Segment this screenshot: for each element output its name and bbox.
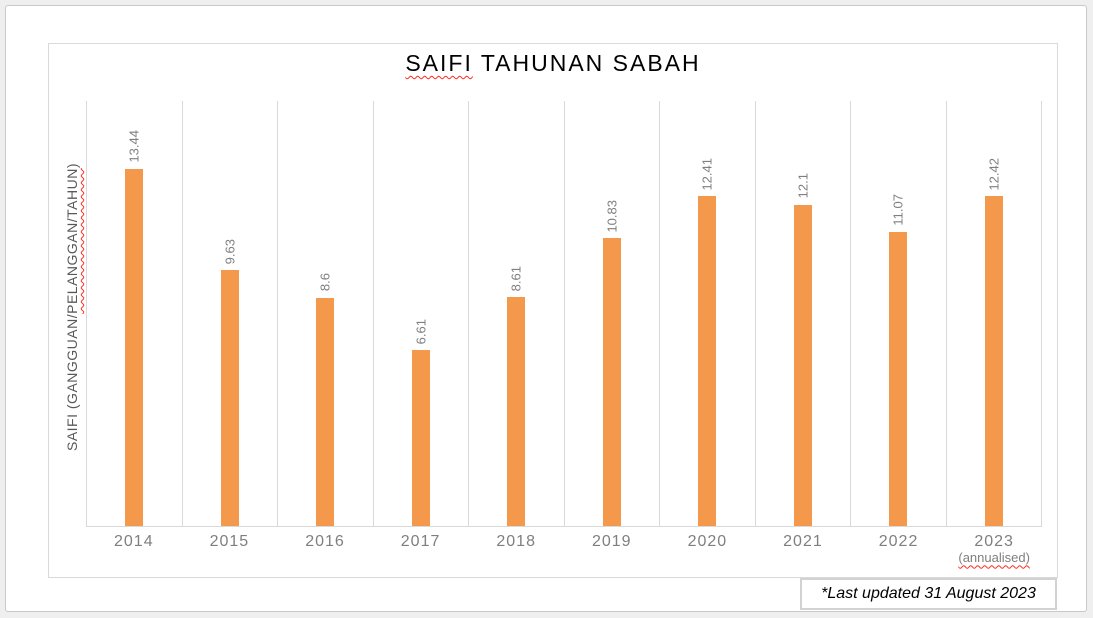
last-updated-note-text: *Last updated 31 August 2023 [821,585,1036,602]
bar-2016[interactable] [316,297,335,526]
x-axis-year-text: 2015 [209,533,250,550]
x-axis-year-text: 2021 [783,533,823,550]
bar-2019[interactable] [602,238,621,526]
x-axis-sublabel-annualised: (annualised) [958,550,1030,566]
bar-value-label-2014: 13.44 [126,130,142,163]
bar-2021[interactable] [793,204,812,526]
category-column-2014: 13.44 [86,101,182,526]
bar-value-label-2023: 12.42 [986,157,1002,191]
x-axis-label-2023: 2023 (annualised) [946,533,1042,566]
plot-area: 13.44 9.63 8.6 6.61 8.61 10.83 12.41 12.1 11.07 1… [86,101,1042,527]
bar-value-label-2020: 12.41 [699,157,715,191]
y-axis-title: SAIFI (GANGGUAN/PELANGGAN/TAHUN) [64,163,80,451]
bar-2018[interactable] [507,297,526,526]
x-axis-label-2014: 2014 [86,533,182,566]
chart-title-misspelled-word: SAIFI [405,50,473,76]
x-axis-year-text: 2016 [305,533,345,550]
bar-2015[interactable] [220,270,239,526]
category-column-2017: 6.61 [372,101,469,526]
category-column-2016: 8.6 [277,101,373,526]
y-axis-title-part1: SAIFI (GANGGUAN/ [64,313,80,452]
bar-value-label-2018: 8.61 [508,266,524,292]
category-column-2018: 8.61 [468,101,564,526]
bar-2017[interactable] [411,350,430,526]
x-axis-label-2015: 2015 [182,533,278,566]
bar-value-label-2022: 11.07 [890,194,906,226]
bar-value-label-2017: 6.61 [413,319,429,345]
x-axis-label-2016: 2016 [277,533,373,566]
category-column-2022: 11.07 [850,101,946,526]
x-axis-label-2021: 2021 [755,533,851,566]
x-axis-label-2017: 2017 [373,533,469,566]
x-axis-label-2020: 2020 [660,533,756,566]
x-axis-year-text: 2022 [878,533,919,550]
x-axis-year-text: 2023 [974,533,1014,550]
x-axis-label-2019: 2019 [564,533,660,566]
last-updated-note-box: *Last updated 31 August 2023 [800,578,1057,610]
x-axis-labels: 2014 2015 2016 2017 2018 2019 2020 2021 2022 2023… [86,533,1042,566]
chart-title-rest: TAHUNAN SABAH [472,50,701,76]
bar-value-label-2016: 8.6 [317,273,333,292]
x-axis-year-text: 2017 [400,533,441,550]
bar-value-label-2021: 12.1 [795,173,811,199]
bar-value-label-2015: 9.63 [222,238,238,265]
x-axis-label-2018: 2018 [468,533,564,566]
bar-value-label-2019: 10.83 [604,199,620,233]
bar-2014[interactable] [125,169,144,526]
category-column-2020: 12.41 [659,101,755,526]
x-axis-label-2022: 2022 [851,533,947,566]
y-axis-title-misspelled-part: PELANGGAN/TAHUN [64,168,80,314]
x-axis-year-text: 2020 [687,533,728,550]
category-column-2023: 12.42 [945,101,1042,526]
x-axis-year-text: 2018 [496,533,536,550]
bar-2023[interactable] [984,196,1003,526]
bar-2020[interactable] [698,196,717,526]
x-axis-year-text: 2019 [591,533,632,550]
category-column-2021: 12.1 [754,101,851,526]
chart-canvas-frame: SAIFI TAHUNAN SABAH SAIFI (GANGGUAN/PELA… [5,5,1087,612]
category-column-2015: 9.63 [181,101,278,526]
chart-title: SAIFI TAHUNAN SABAH [48,50,1058,77]
y-axis-title-part2: ) [64,162,80,169]
category-column-2019: 10.83 [563,101,660,526]
x-axis-year-text: 2014 [114,533,154,550]
bar-2022[interactable] [889,231,908,526]
